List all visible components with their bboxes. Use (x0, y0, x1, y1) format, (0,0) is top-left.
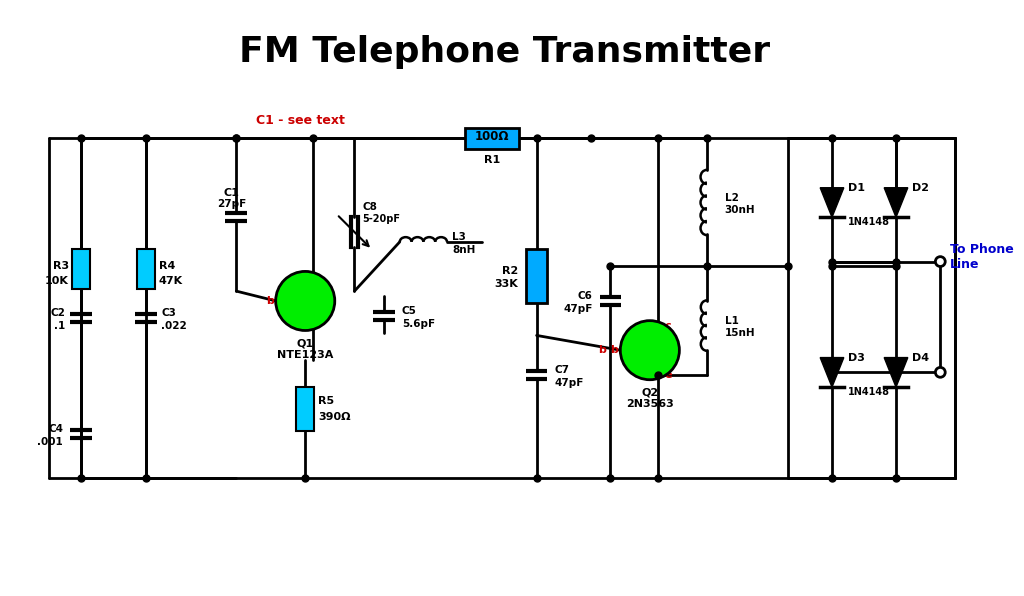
Text: D4: D4 (911, 353, 929, 362)
Text: 8nH: 8nH (452, 245, 475, 254)
Polygon shape (820, 358, 844, 387)
Text: b: b (610, 345, 618, 355)
Text: 27pF: 27pF (217, 200, 246, 209)
Text: R2: R2 (502, 266, 518, 277)
Text: C8: C8 (362, 202, 377, 212)
Text: Q1: Q1 (297, 339, 313, 349)
Text: 47pF: 47pF (554, 378, 584, 387)
Text: c: c (310, 274, 316, 284)
Text: e: e (665, 370, 672, 380)
Text: 390Ω: 390Ω (318, 412, 350, 422)
Text: R1: R1 (484, 155, 501, 165)
Text: 5.6pF: 5.6pF (401, 319, 435, 328)
Text: C1: C1 (223, 188, 240, 197)
Text: e: e (310, 318, 317, 328)
Polygon shape (820, 188, 844, 218)
Text: D1: D1 (848, 183, 864, 193)
Text: C3: C3 (162, 308, 176, 318)
Text: 2N3563: 2N3563 (626, 399, 674, 409)
Text: C2: C2 (50, 308, 65, 318)
Text: R3: R3 (53, 261, 69, 271)
Text: 47pF: 47pF (563, 304, 593, 314)
Text: NTE123A: NTE123A (278, 350, 334, 360)
Text: 1N4148: 1N4148 (848, 387, 890, 397)
Circle shape (275, 271, 335, 331)
Text: 100Ω: 100Ω (475, 130, 510, 143)
Text: c: c (654, 324, 662, 334)
Text: e: e (654, 367, 663, 377)
FancyBboxPatch shape (525, 249, 548, 303)
Text: C4: C4 (48, 424, 63, 434)
FancyBboxPatch shape (137, 249, 155, 288)
Text: L2: L2 (725, 193, 738, 203)
Text: b: b (266, 296, 273, 306)
Text: 15nH: 15nH (725, 328, 756, 339)
Text: C6: C6 (578, 291, 593, 301)
Text: Line: Line (950, 258, 980, 271)
Text: 33K: 33K (495, 279, 518, 289)
Circle shape (621, 321, 679, 380)
Circle shape (935, 257, 945, 266)
Text: D3: D3 (848, 353, 864, 362)
Text: To Phone: To Phone (950, 243, 1014, 256)
Text: C7: C7 (554, 365, 569, 375)
Text: 47K: 47K (159, 276, 182, 285)
Text: 30nH: 30nH (725, 206, 756, 215)
Text: .022: .022 (162, 321, 187, 331)
Text: C1 - see text: C1 - see text (256, 114, 345, 128)
Text: 10K: 10K (45, 276, 69, 285)
Circle shape (935, 367, 945, 377)
Text: 1N4148: 1N4148 (848, 217, 890, 227)
Text: L3: L3 (452, 232, 466, 242)
Text: R5: R5 (318, 396, 334, 406)
Text: .1: .1 (53, 321, 65, 331)
Text: C5: C5 (401, 306, 417, 316)
Text: c: c (665, 321, 672, 331)
Text: 5-20pF: 5-20pF (362, 214, 400, 224)
FancyBboxPatch shape (296, 387, 314, 432)
Text: b: b (598, 345, 605, 355)
Text: .001: .001 (37, 437, 63, 447)
FancyBboxPatch shape (72, 249, 89, 288)
Text: R4: R4 (159, 261, 175, 271)
Text: FM Telephone Transmitter: FM Telephone Transmitter (239, 35, 770, 69)
FancyBboxPatch shape (465, 128, 519, 150)
Text: L1: L1 (725, 316, 738, 325)
Text: Q2: Q2 (641, 387, 658, 398)
Polygon shape (884, 358, 908, 387)
Text: D2: D2 (911, 183, 929, 193)
Polygon shape (884, 188, 908, 218)
